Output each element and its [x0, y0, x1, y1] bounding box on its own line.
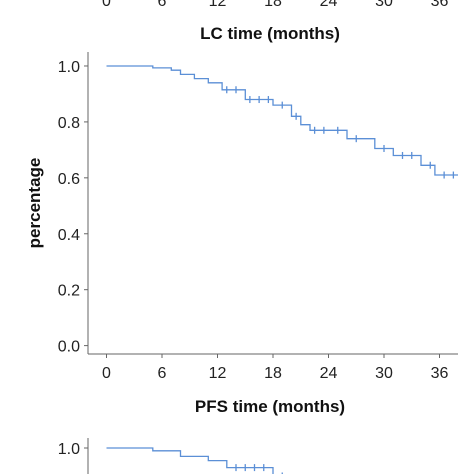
top-x-tick-label: 36 — [431, 0, 449, 10]
x-axis-ticks: 0 6 12 18 24 30 36 — [102, 354, 449, 382]
top-x-tick-label: 12 — [209, 0, 227, 10]
bottom-partial-panel: 1.0 — [58, 438, 283, 474]
top-x-axis-title: LC time (months) — [200, 24, 340, 43]
bottom-survival-curve — [106, 447, 274, 474]
y-axis-ticks: 0.0 0.2 0.4 0.6 0.8 1.0 — [58, 59, 88, 356]
x-tick-label: 36 — [431, 365, 449, 382]
x-tick-label: 12 — [209, 365, 227, 382]
y-tick-label: 1.0 — [58, 59, 80, 76]
y-axis-title: percentage — [25, 158, 44, 249]
censor-marks — [226, 86, 455, 179]
x-axis-title: PFS time (months) — [195, 397, 345, 416]
bottom-y-tick-label: 1.0 — [58, 441, 80, 458]
x-tick-label: 0 — [102, 365, 111, 382]
top-x-tick-label: 0 — [102, 0, 111, 10]
top-x-tick-label: 18 — [264, 0, 282, 10]
survival-curve — [106, 65, 458, 176]
x-tick-label: 24 — [320, 365, 338, 382]
y-tick-label: 0.8 — [58, 115, 80, 132]
x-tick-label: 30 — [375, 365, 393, 382]
y-tick-label: 0.4 — [58, 227, 80, 244]
main-km-panel: 0.0 0.2 0.4 0.6 0.8 1.0 0 6 12 18 24 30 36 percenta… — [25, 52, 458, 416]
top-x-tick-label: 30 — [375, 0, 393, 10]
bottom-censor-marks — [235, 464, 283, 474]
top-x-tick-label: 6 — [158, 0, 167, 10]
top-partial-panel: 0 6 12 18 24 30 36 LC time (months) — [102, 0, 448, 43]
x-tick-label: 6 — [158, 365, 167, 382]
top-x-tick-label: 24 — [320, 0, 338, 10]
y-tick-label: 0.0 — [58, 339, 80, 356]
x-tick-label: 18 — [264, 365, 282, 382]
y-tick-label: 0.2 — [58, 283, 80, 300]
top-x-tick-labels: 0 6 12 18 24 30 36 — [102, 0, 448, 10]
y-tick-label: 0.6 — [58, 171, 80, 188]
